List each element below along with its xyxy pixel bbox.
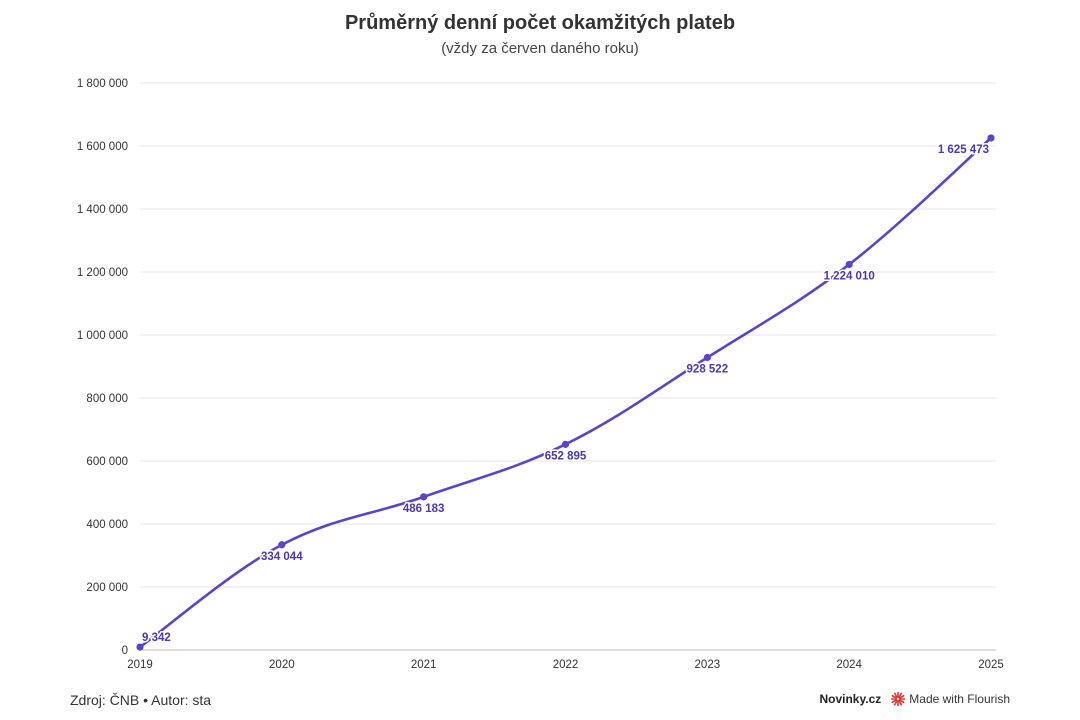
x-tick-label: 2021 — [411, 659, 437, 671]
data-point — [136, 643, 144, 651]
brand-logo[interactable]: Novinky.cz — [819, 692, 882, 706]
y-tick-label: 1 200 000 — [77, 267, 128, 279]
y-tick-label: 1 800 000 — [77, 78, 128, 90]
y-tick-label: 1 400 000 — [77, 204, 128, 216]
x-tick-label: 2023 — [695, 659, 721, 671]
x-tick-label: 2025 — [978, 659, 1004, 671]
chart-header: Průměrný denní počet okamžitých plateb (… — [0, 10, 1080, 60]
y-tick-label: 0 — [122, 645, 128, 657]
data-label: 486 183 — [403, 503, 445, 515]
x-tick-label: 2020 — [269, 659, 295, 671]
data-point — [278, 541, 286, 549]
y-tick-label: 200 000 — [86, 582, 128, 594]
data-label: 1 224 010 — [824, 270, 875, 282]
data-label: 1 625 473 — [938, 144, 989, 156]
x-tick-label: 2019 — [127, 659, 153, 671]
x-tick-label: 2022 — [553, 659, 579, 671]
y-tick-label: 1 600 000 — [77, 141, 128, 153]
data-point — [561, 440, 570, 448]
data-point — [987, 134, 995, 142]
data-point — [420, 493, 428, 501]
data-label: 928 522 — [687, 364, 729, 376]
source-note: Zdroj: ČNB • Autor: sta — [70, 692, 212, 708]
series-line — [139, 137, 992, 649]
footer-credits: Novinky.cz Made with Flourish — [819, 692, 1010, 706]
flourish-icon — [891, 692, 906, 706]
y-tick-label: 400 000 — [86, 519, 128, 531]
data-point — [845, 260, 853, 269]
data-point — [703, 353, 711, 362]
made-with-flourish-label: Made with Flourish — [909, 692, 1010, 706]
chart-title: Průměrný denní počet okamžitých plateb — [344, 12, 736, 34]
y-tick-label: 600 000 — [86, 456, 128, 468]
data-label: 9 342 — [142, 632, 171, 644]
flourish-credit[interactable]: Made with Flourish — [891, 692, 1010, 706]
data-label: 652 895 — [545, 450, 587, 462]
y-tick-label: 1 000 000 — [77, 330, 128, 342]
chart-subtitle: (vždy za červen daného roku) — [441, 40, 639, 57]
y-tick-label: 800 000 — [86, 393, 128, 405]
x-tick-label: 2024 — [836, 659, 862, 671]
data-label: 334 044 — [261, 551, 303, 563]
